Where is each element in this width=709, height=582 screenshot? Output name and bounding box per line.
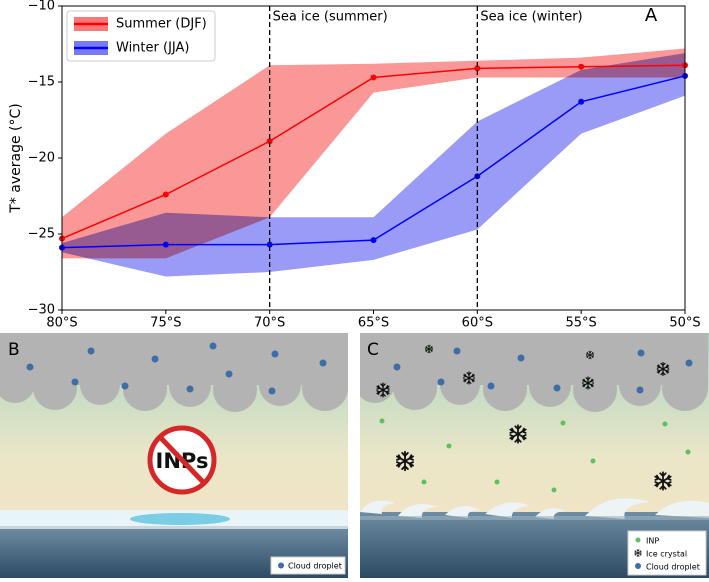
point	[370, 237, 377, 244]
panel-label: B	[8, 340, 20, 360]
point	[578, 98, 585, 105]
chart: Sea ice (summer) Sea ice (winter) −30 −25 −2…	[28, 0, 701, 331]
x-tick-label: 65°S	[358, 316, 389, 331]
point	[266, 138, 273, 145]
point	[162, 241, 169, 248]
legend-text: INP	[646, 537, 659, 546]
x-tick-label: 50°S	[669, 316, 700, 331]
legend-text: Cloud droplet	[646, 563, 700, 572]
legend-label: Winter (JJA)	[116, 41, 189, 56]
annotation: Sea ice (winter)	[480, 10, 582, 25]
legend-box	[270, 556, 346, 575]
band	[62, 53, 685, 277]
x-tick-label: 75°S	[150, 316, 181, 331]
y-tick-label: −25	[28, 227, 55, 242]
legend-text: Ice crystal	[646, 550, 687, 559]
y-tick-label: −10	[28, 0, 55, 14]
x-tick-label: 70°S	[254, 316, 285, 331]
panel-label: C	[367, 340, 379, 360]
y-tick-label: −15	[28, 75, 55, 90]
point	[578, 63, 585, 70]
point	[370, 74, 377, 81]
x-tick-label: 55°S	[566, 316, 597, 331]
x-tick-label: 80°S	[46, 316, 77, 331]
legend-text: Cloud droplet	[288, 562, 342, 571]
x-tick-label: 60°S	[462, 316, 493, 331]
panel-b: INPs B Cloud droplet	[0, 333, 348, 578]
legend-box	[627, 530, 707, 576]
legend-label: Summer (DJF)	[116, 17, 207, 32]
annotation: Sea ice (summer)	[273, 10, 388, 25]
point	[474, 65, 481, 72]
y-axis-label: T* average (°C)	[8, 103, 24, 213]
y-tick-label: −30	[28, 303, 55, 318]
point	[266, 241, 273, 248]
panel-c: C INP Ice crystal Cloud droplet	[360, 333, 709, 578]
panel-label: A	[645, 5, 658, 26]
band	[62, 48, 685, 259]
y-tick-label: −20	[28, 151, 55, 166]
point	[162, 191, 169, 198]
